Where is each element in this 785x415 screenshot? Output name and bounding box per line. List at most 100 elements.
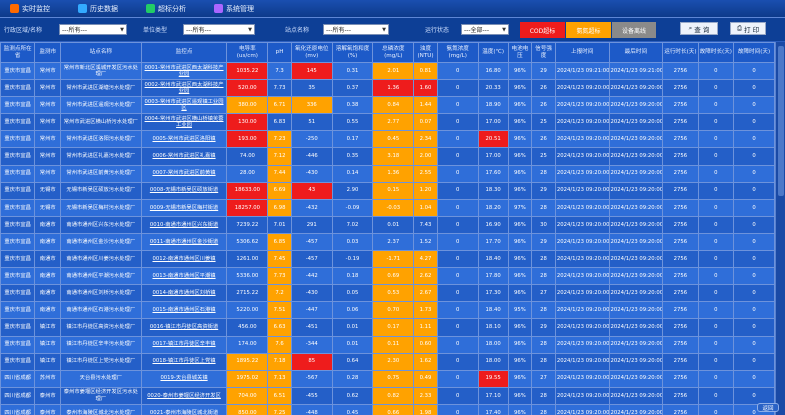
table-cell: 南通市通州区金沙污水处理厂 bbox=[60, 232, 142, 252]
search-button[interactable]: ⌕ 查 询 bbox=[680, 22, 718, 35]
table-cell[interactable]: 0006-常州市武进区礼嘉镇 bbox=[140, 147, 228, 166]
table-cell[interactable]: 0011-南通市通州区金沙街道 bbox=[140, 232, 228, 252]
table-cell: 0 bbox=[436, 250, 479, 269]
table-cell: 0 bbox=[697, 250, 735, 269]
table-row[interactable]: 重庆市宜昌 常州市 常州市武进区横山桥污水处理厂 0004-常州市武进区横山桥镇芙蓉工… bbox=[0, 113, 775, 132]
table-row[interactable]: 四川省成都 泰州市 泰州市姜堰区经济开发区污水处理厂 0020-泰州市姜堰区经济开发区… bbox=[0, 386, 775, 405]
table-cell[interactable]: 0010-南通市通州区兴东街道 bbox=[140, 215, 228, 234]
table-row[interactable]: 重庆市宜昌 南通市 南通市通州区金沙污水处理厂 0011-南通市通州区金沙街道 5306… bbox=[0, 232, 775, 252]
table-row[interactable]: 重庆市宜昌 南通市 南通市通州区兴东污水处理厂 0010-南通市通州区兴东街道 7239… bbox=[0, 215, 775, 234]
table-cell[interactable]: 0003-常州市武进区遥观镇工业园区 bbox=[140, 96, 228, 115]
table-cell: 2024/1/23 09:20:00 bbox=[608, 232, 664, 252]
table-cell: 29 bbox=[531, 318, 556, 337]
column-header: 最后时间 bbox=[608, 42, 664, 63]
table-cell: 重庆市宜昌 bbox=[0, 79, 36, 98]
print-button[interactable]: ⎙ 打 印 bbox=[730, 22, 766, 35]
table-cell: 2024/1/23 09:20:00 bbox=[554, 113, 610, 132]
table-row[interactable]: 重庆市宜昌 常州市 常州市武进区前黄污水处理厂 0007-常州市武进区前黄镇 28.00… bbox=[0, 164, 775, 183]
table-row[interactable]: 重庆市宜昌 无锡市 无锡市新吴区梅村污水处理厂 0009-无锡市新吴区梅村街道 1825… bbox=[0, 198, 775, 217]
table-cell: 0 bbox=[697, 198, 735, 217]
table-cell: 常州市 bbox=[34, 79, 62, 98]
table-cell: 0 bbox=[733, 147, 775, 166]
table-cell: 2756 bbox=[662, 335, 699, 354]
table-cell: 常州市 bbox=[34, 130, 62, 149]
name-select[interactable]: ---所有--- ▼ bbox=[323, 24, 389, 35]
table-cell: 97% bbox=[507, 198, 533, 217]
table-cell: 1.62 bbox=[413, 352, 438, 371]
table-cell[interactable]: 0008-无锡市新吴区硕放街道 bbox=[140, 181, 228, 200]
settings-icon bbox=[214, 4, 223, 13]
table-cell[interactable]: 0020-泰州市姜堰区经济开发区 bbox=[140, 386, 228, 405]
table-row[interactable]: 重庆市宜昌 南通市 南通市通州区川姜污水处理厂 0012-南通市通州区川姜镇 1261.… bbox=[0, 250, 775, 269]
table-row[interactable]: 重庆市宜昌 南通市 南通市通州区石港污水处理厂 0015-南通市通州区石港镇 5220.… bbox=[0, 301, 775, 320]
table-row[interactable]: 重庆市宜昌 常州市 常州市武进区洛阳污水处理厂 0005-常州市武进区洛阳镇 193.0… bbox=[0, 130, 775, 149]
table-cell: 苏州市 bbox=[34, 369, 62, 388]
table-row[interactable]: 四川省成都 泰州市 泰州市海陵区城北污水处理厂 0021-泰州市海陵区城北街道 850.… bbox=[0, 403, 775, 415]
table-row[interactable]: 重庆市宜昌 常州市 常州市武进区遥观污水处理厂 0003-常州市武进区遥观镇工业园区 3… bbox=[0, 96, 775, 115]
table-row[interactable]: 重庆市宜昌 常州市 常州市武进区湖塘污水处理厂 0002-常州市武进区西太湖科技产业园… bbox=[0, 79, 775, 98]
table-cell[interactable]: 0005-常州市武进区洛阳镇 bbox=[140, 130, 228, 149]
table-cell[interactable]: 0002-常州市武进区西太湖科技产业园 bbox=[140, 79, 228, 98]
table-cell: -430 bbox=[290, 284, 333, 303]
table-row[interactable]: 重庆市宜昌 常州市 常州市武进区礼嘉污水处理厂 0006-常州市武进区礼嘉镇 74.00… bbox=[0, 147, 775, 166]
table-cell: 18.40 bbox=[477, 301, 509, 320]
table-row[interactable]: 重庆市宜昌 南通市 南通市通州区刘桥污水处理厂 0014-南通市通州区刘桥镇 2715.… bbox=[0, 284, 775, 303]
back-button[interactable]: 返回 bbox=[757, 403, 779, 412]
table-cell: 0 bbox=[697, 130, 735, 149]
nav-history-data[interactable]: 历史数据 bbox=[78, 4, 118, 14]
table-cell: 0 bbox=[733, 130, 775, 149]
table-cell: 96% bbox=[507, 232, 533, 252]
table-cell: 0.31 bbox=[331, 61, 374, 81]
nav-realtime-monitor[interactable]: 实时监控 bbox=[10, 4, 50, 14]
table-cell: 174.00 bbox=[226, 335, 269, 354]
table-cell: 96% bbox=[507, 96, 533, 115]
table-cell[interactable]: 0021-泰州市海陵区城北街道 bbox=[140, 403, 228, 415]
nav-label: 超标分析 bbox=[158, 4, 186, 13]
nav-exceed-analysis[interactable]: 超标分析 bbox=[146, 4, 186, 14]
table-cell[interactable]: 0018-镇江市丹徒区上党镇 bbox=[140, 352, 228, 371]
table-row[interactable]: 重庆市宜昌 南通市 南通市通州区平潮污水处理厂 0013-南通市通州区平潮镇 5336.… bbox=[0, 267, 775, 286]
table-row[interactable]: 重庆市宜昌 常州市 常州市新北区溪城开发区污水处理厂 0001-常州市武进区西太湖科技… bbox=[0, 61, 775, 81]
table-row[interactable]: 重庆市宜昌 镇江市 镇江市丹徒区高资污水处理厂 0016-镇江市丹徒区高资街道 456.… bbox=[0, 318, 775, 337]
column-header: 上报时间 bbox=[554, 42, 610, 63]
scrollbar-thumb[interactable] bbox=[778, 46, 784, 196]
table-cell[interactable]: 0016-镇江市丹徒区高资街道 bbox=[140, 318, 228, 337]
table-cell: 0 bbox=[697, 403, 735, 415]
table-cell[interactable]: 0001-常州市武进区西太湖科技产业园 bbox=[140, 61, 228, 81]
table-cell: 重庆市宜昌 bbox=[0, 250, 36, 269]
vertical-scrollbar[interactable] bbox=[775, 42, 785, 415]
table-cell: -0.19 bbox=[331, 250, 374, 269]
table-cell[interactable]: 0014-南通市通州区刘桥镇 bbox=[140, 284, 228, 303]
table-cell: 193.00 bbox=[226, 130, 269, 149]
legend-offline: 设备离线 bbox=[612, 22, 656, 38]
table-cell: 2024/1/23 09:20:00 bbox=[554, 352, 610, 371]
nav-system-manage[interactable]: 系统管理 bbox=[214, 4, 254, 14]
table-cell[interactable]: 0017-镇江市丹徒区辛丰镇 bbox=[140, 335, 228, 354]
table-row[interactable]: 四川省成都 苏州市 天台县污水处理厂 0019-天台县城关镇 1975.02 7.13 -5… bbox=[0, 369, 775, 388]
state-select[interactable]: ---全部--- ▼ bbox=[461, 24, 509, 35]
table-cell: 0 bbox=[733, 335, 775, 354]
table-cell[interactable]: 0009-无锡市新吴区梅村街道 bbox=[140, 198, 228, 217]
table-cell: 30 bbox=[531, 215, 556, 234]
table-cell[interactable]: 0013-南通市通州区平潮镇 bbox=[140, 267, 228, 286]
table-cell: 0 bbox=[697, 181, 735, 200]
table-cell[interactable]: 0007-常州市武进区前黄镇 bbox=[140, 164, 228, 183]
monitor-table: 监测点所在省 监测市 站点名称 监控点 电导率(us/cm) pH 氧化还原电位(mv) 溶解… bbox=[0, 42, 775, 415]
table-cell[interactable]: 0004-常州市武进区横山桥镇芙蓉工业园 bbox=[140, 113, 228, 132]
table-cell[interactable]: 0015-南通市通州区石港镇 bbox=[140, 301, 228, 320]
table-cell[interactable]: 0019-天台县城关镇 bbox=[140, 369, 228, 388]
table-cell: 0 bbox=[733, 267, 775, 286]
table-cell: 96% bbox=[507, 79, 533, 98]
table-cell: 2756 bbox=[662, 318, 699, 337]
type-select[interactable]: ---所有--- ▼ bbox=[183, 24, 255, 35]
table-cell: 2756 bbox=[662, 164, 699, 183]
table-cell: 29 bbox=[531, 61, 556, 81]
table-cell: 96% bbox=[507, 403, 533, 415]
table-cell[interactable]: 0012-南通市通州区川姜镇 bbox=[140, 250, 228, 269]
region-select[interactable]: ---所有--- ▼ bbox=[59, 24, 127, 35]
table-row[interactable]: 重庆市宜昌 镇江市 镇江市丹徒区辛丰污水处理厂 0017-镇江市丹徒区辛丰镇 174.0… bbox=[0, 335, 775, 354]
table-row[interactable]: 重庆市宜昌 无锡市 无锡市新吴区硕放污水处理厂 0008-无锡市新吴区硕放街道 1863… bbox=[0, 181, 775, 200]
table-cell: 7.3 bbox=[267, 61, 292, 81]
table-cell: 0 bbox=[697, 232, 735, 252]
table-row[interactable]: 重庆市宜昌 镇江市 镇江市丹徒区上党污水处理厂 0018-镇江市丹徒区上党镇 1895.… bbox=[0, 352, 775, 371]
